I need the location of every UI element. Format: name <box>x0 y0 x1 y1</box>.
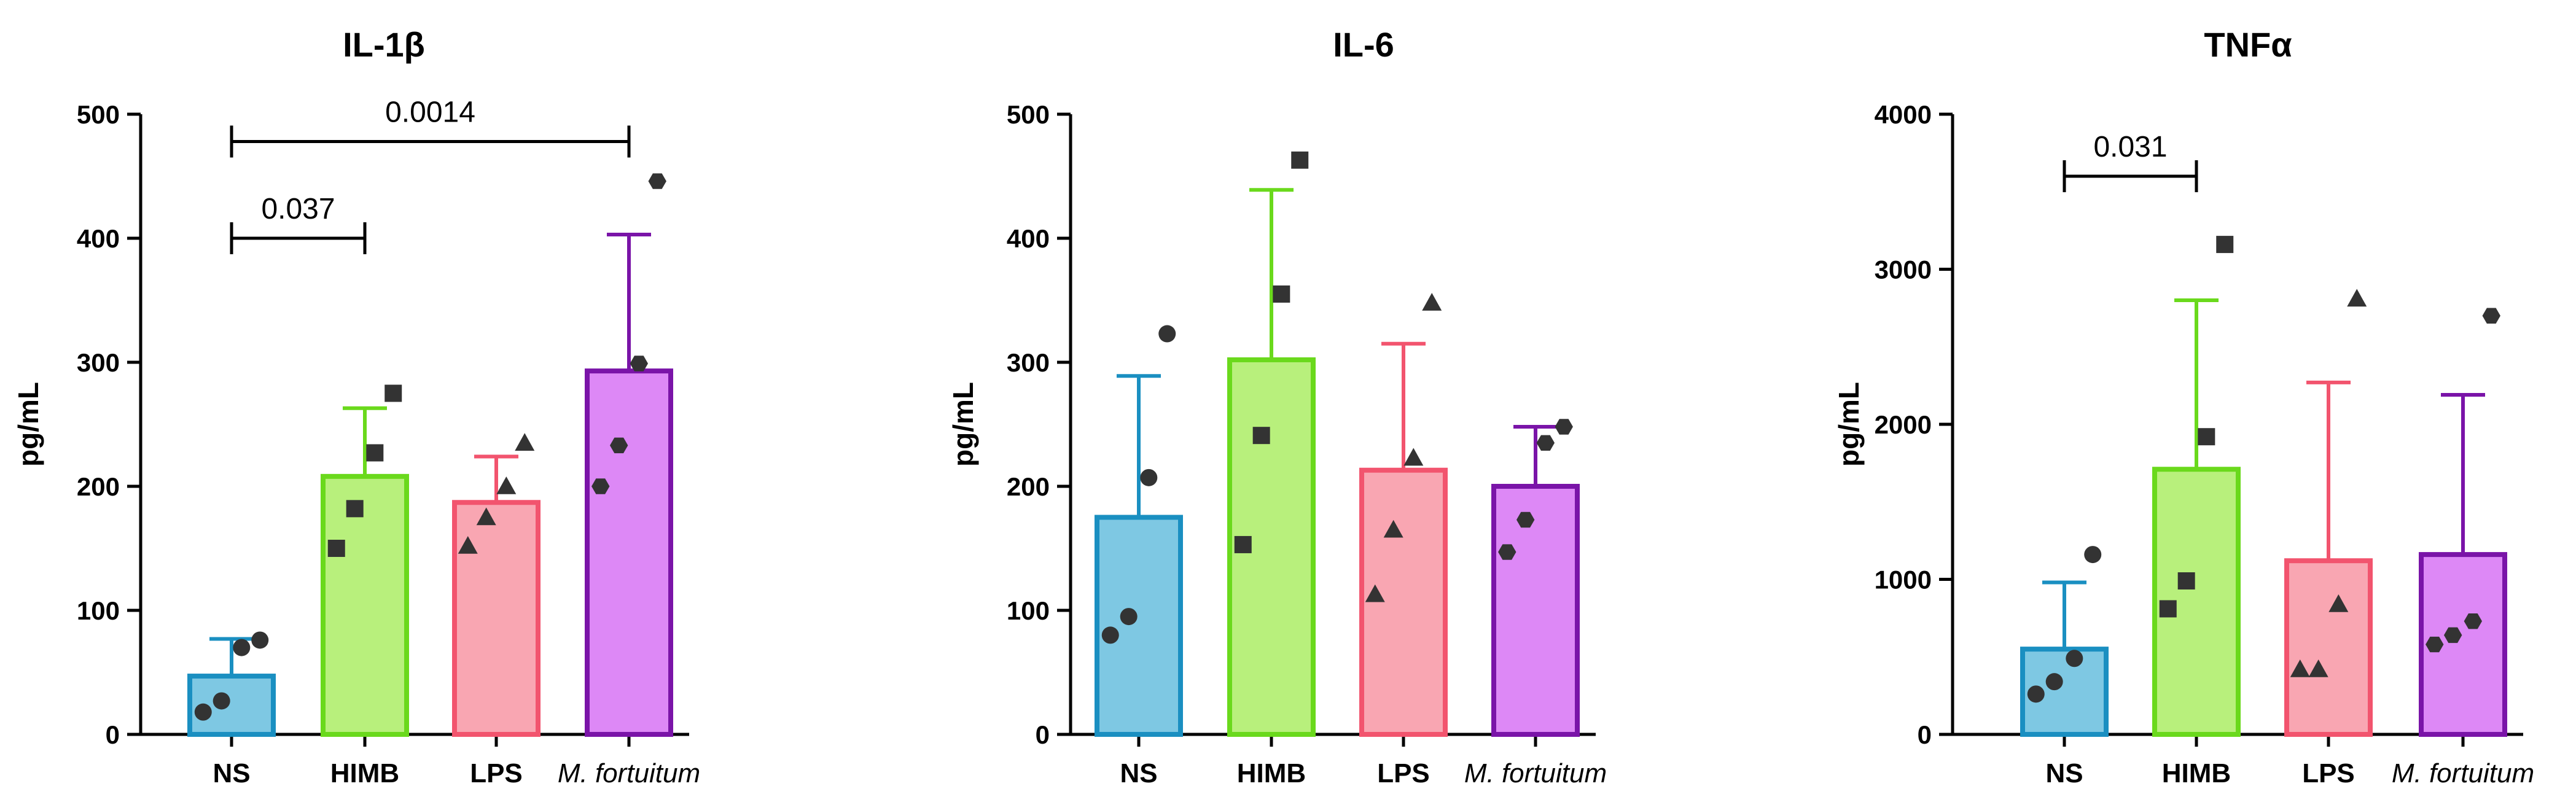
y-tick-label: 0 <box>1918 720 1932 749</box>
y-tick-label: 300 <box>1007 348 1050 377</box>
data-point <box>2198 428 2215 446</box>
chart-title: TNFα <box>2204 25 2292 64</box>
y-tick-label: 100 <box>1007 596 1050 625</box>
x-category-label: LPS <box>2302 758 2355 788</box>
data-point <box>2177 572 2195 590</box>
y-tick-label: 200 <box>1007 472 1050 501</box>
data-point <box>194 703 212 721</box>
data-point <box>1383 519 1403 538</box>
data-point <box>1403 448 1424 466</box>
data-point <box>1252 427 1270 445</box>
bar-lps <box>452 500 541 737</box>
data-point <box>2443 627 2462 644</box>
panel-il1b: IL-1β pg/mL 0 100 200 300 400 500 NS HIMB LPS M. fo… <box>12 25 700 788</box>
data-point <box>213 692 230 710</box>
data-point <box>1291 151 1309 169</box>
bar-himb <box>321 473 409 737</box>
data-point <box>2084 546 2102 564</box>
y-tick-label: 400 <box>77 224 120 253</box>
panel-il6: IL-6 pg/mL 0 100 200 300 400 500 NS HIMB LPS M. for… <box>947 25 1607 788</box>
p-value-label: 0.031 <box>2093 131 2167 163</box>
y-axis-label: pg/mL <box>947 382 979 467</box>
x-category-label: HIMB <box>2162 758 2231 788</box>
data-point <box>2347 289 2367 307</box>
bar-m-fortuitum <box>1491 484 1580 737</box>
data-point <box>1158 325 1176 343</box>
data-point <box>251 631 269 649</box>
data-point <box>1273 285 1290 303</box>
data-point <box>233 639 251 656</box>
x-category-label: HIMB <box>1237 758 1306 788</box>
data-point <box>1234 535 1252 553</box>
data-point <box>2482 308 2500 324</box>
y-axis-label: pg/mL <box>1833 382 1865 467</box>
x-category-label: M. fortuitum <box>558 758 700 788</box>
data-point <box>2308 659 2328 677</box>
y-tick-label: 0 <box>106 720 120 749</box>
x-category-label: NS <box>2045 758 2083 788</box>
data-point <box>366 444 384 462</box>
data-point <box>327 540 345 557</box>
data-point <box>384 384 402 402</box>
data-point <box>2045 673 2063 691</box>
data-point <box>346 500 364 518</box>
panel-tnfa: TNFα pg/mL 0 1000 2000 3000 4000 NS HIMB LPS M. fo… <box>1833 25 2534 788</box>
data-point <box>496 476 517 494</box>
y-tick-label: 300 <box>77 348 120 377</box>
y-tick-label: 100 <box>77 596 120 625</box>
data-point <box>2159 600 2177 618</box>
data-point <box>630 356 649 371</box>
x-category-label: NS <box>1120 758 1157 788</box>
bar-ns <box>1095 515 1183 737</box>
data-point <box>1536 435 1555 451</box>
data-point <box>1120 608 1138 626</box>
y-axis-label: pg/mL <box>12 382 44 467</box>
p-value-label: 0.0014 <box>385 96 475 128</box>
data-point <box>609 437 628 454</box>
data-point <box>2426 636 2444 653</box>
data-point <box>1555 419 1573 435</box>
p-value-label: 0.037 <box>261 193 335 225</box>
y-tick-label: 0 <box>1036 720 1050 749</box>
y-tick-label: 4000 <box>1875 100 1932 129</box>
data-point <box>2290 659 2310 677</box>
y-tick-label: 1000 <box>1875 566 1932 594</box>
data-point <box>2328 594 2349 612</box>
x-category-label: HIMB <box>330 758 399 788</box>
data-point <box>1422 293 1442 311</box>
chart-title: IL-1β <box>343 25 425 64</box>
data-point <box>2066 650 2083 667</box>
bar-lps <box>1359 467 1448 737</box>
data-point <box>2216 236 2234 254</box>
x-category-label: M. fortuitum <box>1464 758 1607 788</box>
data-point <box>591 478 610 494</box>
y-tick-label: 500 <box>1007 100 1050 129</box>
y-tick-label: 400 <box>1007 224 1050 253</box>
y-tick-label: 200 <box>77 472 120 501</box>
data-point <box>1365 584 1385 602</box>
y-tick-label: 2000 <box>1875 410 1932 439</box>
y-tick-label: 500 <box>77 100 120 129</box>
data-point <box>458 535 478 554</box>
data-point <box>1498 544 1516 560</box>
data-point <box>1101 626 1119 644</box>
chart-title: IL-6 <box>1333 25 1394 64</box>
data-point <box>1140 469 1158 486</box>
data-point <box>1516 511 1535 528</box>
bar-ns <box>2020 647 2109 737</box>
data-point <box>476 507 496 526</box>
bar-lps <box>2284 558 2373 737</box>
y-tick-label: 3000 <box>1875 255 1932 284</box>
data-point <box>2027 685 2045 703</box>
x-category-label: M. fortuitum <box>2392 758 2534 788</box>
x-category-label: NS <box>213 758 250 788</box>
data-point <box>515 433 535 451</box>
data-point <box>648 173 666 189</box>
data-point <box>2464 613 2483 629</box>
x-category-label: LPS <box>1377 758 1430 788</box>
bar-m-fortuitum <box>585 368 673 737</box>
x-category-label: LPS <box>470 758 523 788</box>
